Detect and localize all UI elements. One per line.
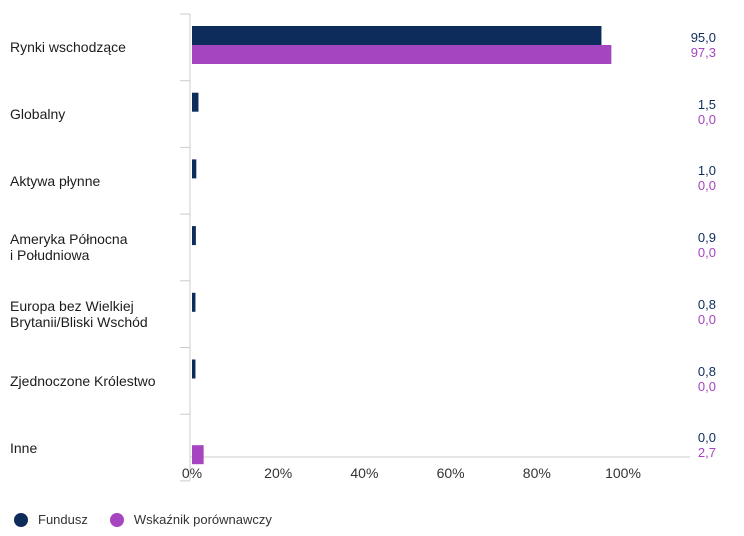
legend-label-benchmark: Wskaźnik porównawczy xyxy=(133,512,272,527)
x-tick-label: 40% xyxy=(350,465,379,481)
data-label-benchmark: 2,7 xyxy=(697,445,716,461)
data-label-fundusz: 1,0 xyxy=(697,163,716,179)
data-label-fundusz: 0,8 xyxy=(697,363,716,379)
category-label: Zjednoczone Królestwo xyxy=(10,372,156,389)
category-label: Europa bez Wielkiej Brytanii/Bliski Wsch… xyxy=(10,298,148,331)
data-label-benchmark: 0,0 xyxy=(697,311,716,327)
legend-marker-fundusz xyxy=(14,512,28,527)
data-label-benchmark: 0,0 xyxy=(697,245,716,261)
data-label-fundusz: 1,5 xyxy=(697,96,716,112)
data-label-fundusz: 0,9 xyxy=(697,230,716,246)
category-label: Globalny xyxy=(10,106,66,123)
category-label: Aktywa płynne xyxy=(10,172,101,189)
bar-fundusz xyxy=(192,92,199,112)
data-label-benchmark: 0,0 xyxy=(697,111,716,127)
bar-benchmark xyxy=(192,45,612,64)
data-label-benchmark: 0,0 xyxy=(697,378,716,394)
x-tick-label: 80% xyxy=(522,465,551,481)
x-tick-label: 60% xyxy=(436,465,465,481)
bar-fundusz xyxy=(192,226,196,246)
bar-fundusz xyxy=(192,359,196,379)
category-label: Ameryka Północna i Południowa xyxy=(10,231,128,264)
x-tick-label: 20% xyxy=(264,465,293,481)
legend: Fundusz Wskaźnik porównawczy xyxy=(14,512,294,527)
bar-benchmark xyxy=(192,445,204,465)
data-label-fundusz: 0,0 xyxy=(697,430,716,446)
legend-marker-benchmark xyxy=(109,512,124,527)
data-label-fundusz: 0,8 xyxy=(697,296,716,312)
bar-fundusz xyxy=(192,159,197,179)
legend-item-benchmark: Wskaźnik porównawczy xyxy=(109,512,272,527)
legend-label-fundusz: Fundusz xyxy=(38,512,88,527)
bar-fundusz xyxy=(192,26,602,45)
data-label-fundusz: 95,0 xyxy=(690,30,716,45)
category-label: Rynki wschodzące xyxy=(10,39,126,56)
data-label-benchmark: 0,0 xyxy=(697,178,716,194)
bar-fundusz xyxy=(192,292,196,312)
category-label: Inne xyxy=(10,439,38,456)
x-tick-label: 0% xyxy=(181,465,203,481)
data-label-benchmark: 97,3 xyxy=(690,45,716,60)
x-tick-label: 100% xyxy=(605,465,641,481)
legend-item-fundusz: Fundusz xyxy=(14,512,88,527)
